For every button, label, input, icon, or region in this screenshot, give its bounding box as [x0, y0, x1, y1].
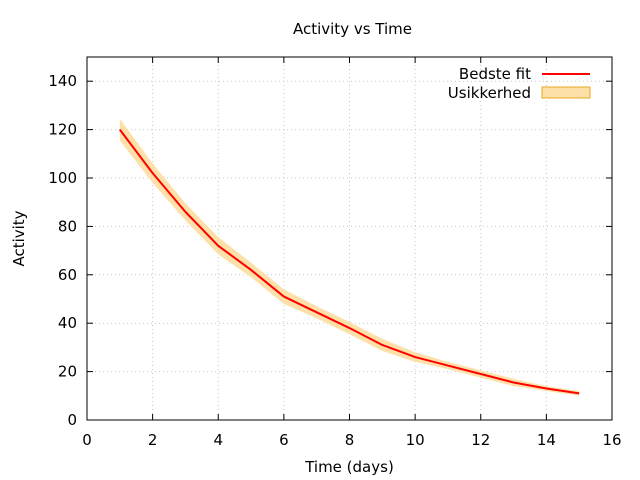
x-tick-label: 2 — [148, 431, 158, 449]
x-axis-label: Time (days) — [304, 458, 394, 476]
y-tick-label: 140 — [48, 72, 77, 90]
x-tick-label: 16 — [602, 431, 621, 449]
legend: Bedste fit Usikkerhed — [448, 65, 591, 102]
fit-line — [119, 128, 580, 395]
x-tick-label: 4 — [213, 431, 223, 449]
y-tick-label: 120 — [48, 121, 77, 139]
legend-label-usikkerhed: Usikkerhed — [448, 84, 531, 102]
y-tick-label: 20 — [58, 363, 77, 381]
x-tick-label: 0 — [82, 431, 92, 449]
x-tick-label: 6 — [279, 431, 289, 449]
y-tick-label: 80 — [58, 217, 77, 235]
grid — [87, 57, 612, 420]
x-tick-label: 14 — [537, 431, 556, 449]
y-tick-label: 40 — [58, 314, 77, 332]
y-tick-label: 60 — [58, 266, 77, 284]
legend-swatch-usikkerhed — [541, 86, 591, 99]
y-tick-label: 0 — [67, 411, 77, 429]
chart-title: Activity vs Time — [293, 20, 412, 38]
x-tick-label: 10 — [406, 431, 425, 449]
legend-label-bedste-fit: Bedste fit — [459, 65, 531, 83]
x-tick-label: 8 — [345, 431, 355, 449]
fit-line-layer — [119, 128, 580, 395]
x-tick-label: 12 — [471, 431, 490, 449]
y-tick-label: 100 — [48, 169, 77, 187]
y-axis-label: Activity — [10, 210, 28, 266]
axis-ticks: 0 2 4 6 8 10 12 14 16 0 20 40 60 80 100 120 140 — [48, 57, 622, 449]
